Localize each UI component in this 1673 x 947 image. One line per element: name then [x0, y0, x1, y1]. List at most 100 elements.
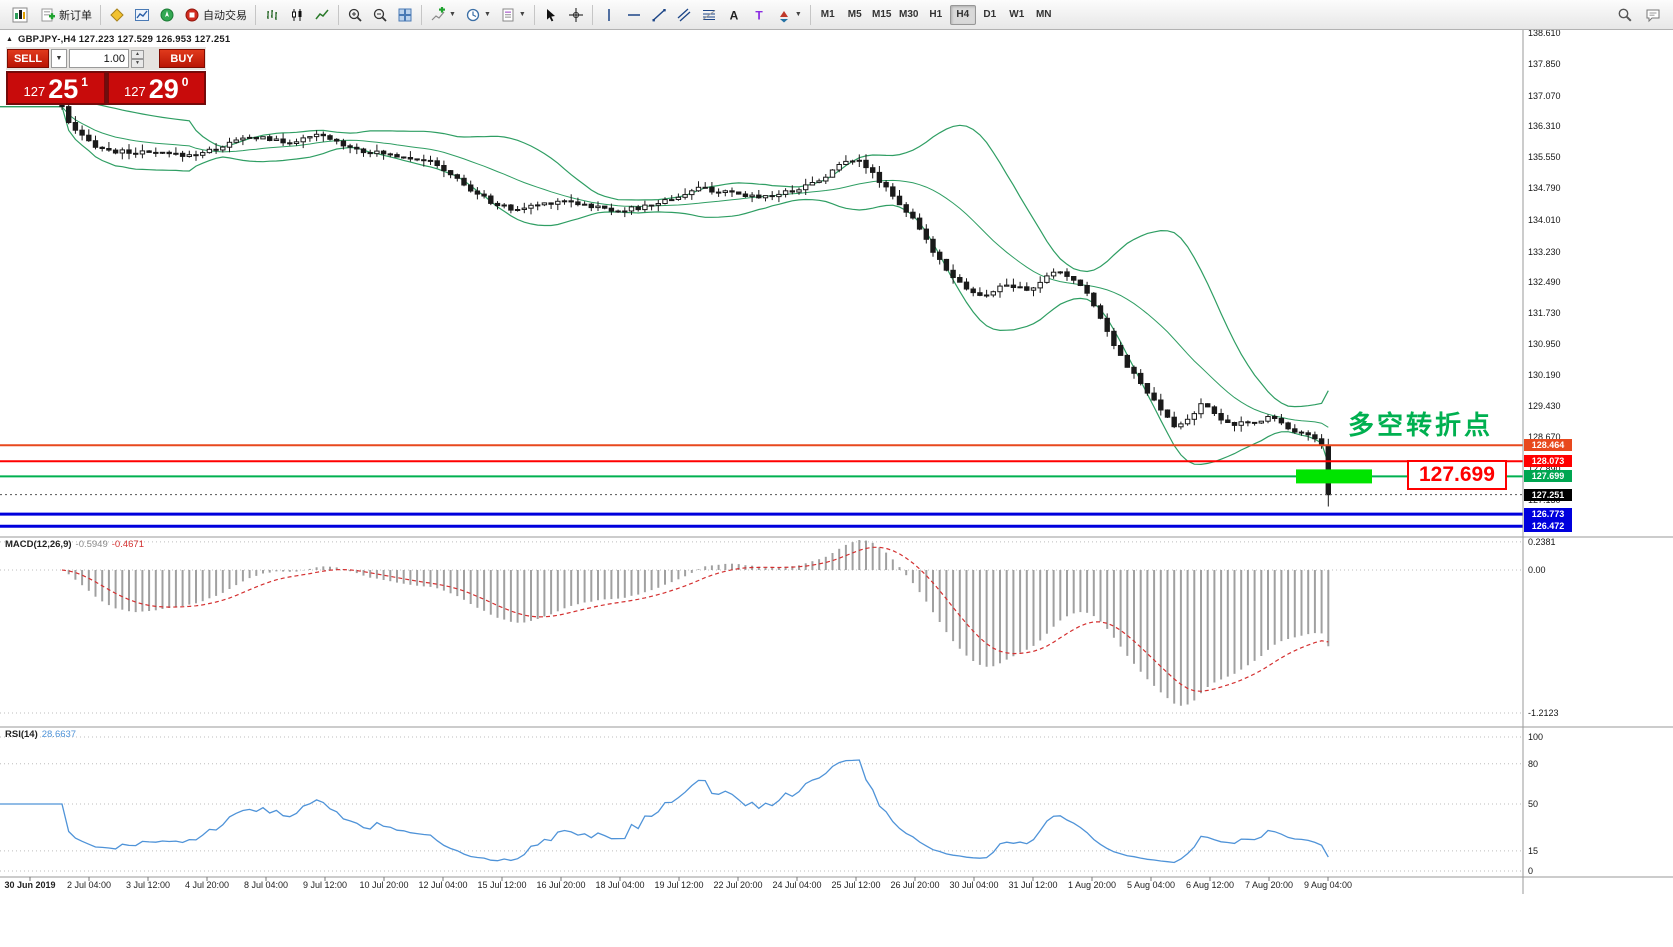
- templates-icon: [502, 8, 514, 21]
- crosshair-icon: [568, 7, 583, 22]
- price-scale-label: 129.430: [1528, 401, 1561, 412]
- date-label: 25 Jul 12:00: [831, 880, 881, 890]
- sell-button[interactable]: SELL: [7, 49, 49, 68]
- order-type-dropdown[interactable]: ▼: [51, 49, 67, 68]
- ask-price-box[interactable]: 127 29 0: [107, 72, 205, 104]
- price-scale-label: 132.490: [1528, 276, 1561, 287]
- price-tag-128.464: 128.464: [1524, 439, 1572, 452]
- macd-scale-label: 0.2381: [1528, 536, 1556, 547]
- price-scale-label: 131.730: [1528, 307, 1561, 318]
- market-watch-button[interactable]: [105, 4, 129, 26]
- rsi-scale-label: 15: [1528, 845, 1539, 856]
- zoom-out-button[interactable]: [368, 4, 392, 26]
- zoom-in-button[interactable]: [343, 4, 367, 26]
- timeframe-w1-button[interactable]: W1: [1004, 5, 1030, 25]
- date-label: 6 Aug 12:00: [1185, 880, 1235, 890]
- date-label: 26 Jul 20:00: [890, 880, 940, 890]
- svg-text:T: T: [755, 8, 763, 22]
- fibonacci-icon: [702, 9, 716, 20]
- price-scale-label: 128.670: [1528, 431, 1561, 442]
- macd-signal-line: [61, 546, 1329, 692]
- indicators-icon: [431, 6, 445, 20]
- autotrade-label: 自动交易: [203, 9, 247, 22]
- chart-window-button[interactable]: [130, 4, 154, 26]
- periods-button[interactable]: ▼: [461, 4, 495, 26]
- price-scale-label: 127.890: [1528, 463, 1561, 474]
- bid-pipette: 1: [81, 75, 88, 89]
- buy-button[interactable]: BUY: [159, 49, 205, 68]
- arrows-button[interactable]: ▼: [772, 4, 806, 26]
- indicators-button[interactable]: ▼: [426, 4, 460, 26]
- timeframe-h1-button[interactable]: H1: [923, 5, 949, 25]
- volume-input[interactable]: [69, 49, 129, 68]
- fibonacci-button[interactable]: [697, 4, 721, 26]
- new-order-icon: [41, 8, 55, 21]
- timeframe-m15-button[interactable]: M15: [869, 5, 895, 25]
- line-chart-button[interactable]: [310, 4, 334, 26]
- bars-chart-button[interactable]: [260, 4, 284, 26]
- volume-down-button[interactable]: ▼: [131, 58, 144, 68]
- new-order-button[interactable]: 新订单: [36, 4, 96, 26]
- trendline-icon: [652, 8, 666, 21]
- autotrade-button[interactable]: 自动交易: [180, 4, 251, 26]
- toolbar-separator: [591, 4, 593, 25]
- tile-windows-button[interactable]: [393, 4, 417, 26]
- price-tag-128.073: 128.073: [1524, 455, 1572, 468]
- rsi-scale-label: 80: [1528, 758, 1539, 769]
- macd-signal-value: -0.4671: [111, 539, 144, 550]
- price-tag-127.251: 127.251: [1524, 488, 1572, 501]
- date-label: 2 Jul 04:00: [66, 880, 112, 890]
- vertical-line-button[interactable]: [597, 4, 621, 26]
- price-scale-label: 130.190: [1528, 370, 1561, 381]
- rsi-scale-label: 0: [1528, 866, 1534, 876]
- cursor-button[interactable]: [539, 4, 563, 26]
- price-scale-label: 135.550: [1528, 152, 1561, 163]
- periods-icon: [466, 8, 480, 21]
- price-callout-label[interactable]: 127.699: [1407, 460, 1507, 490]
- bid-pips: 25: [48, 74, 79, 104]
- timeframe-d1-button[interactable]: D1: [977, 5, 1003, 25]
- feedback-icon: [1646, 9, 1660, 22]
- bid-price-box[interactable]: 127 25 1: [7, 72, 105, 104]
- date-label: 30 Jun 2019: [4, 880, 56, 890]
- channel-button[interactable]: [672, 4, 696, 26]
- volume-up-button[interactable]: ▲: [131, 49, 144, 59]
- trendline-button[interactable]: [647, 4, 671, 26]
- timeframe-m30-button[interactable]: M30: [896, 5, 922, 25]
- ohlc-close: 127.251: [194, 34, 231, 45]
- toolbar-separator: [338, 4, 339, 25]
- chevron-down-icon: ▼: [449, 11, 456, 18]
- turning-point-annotation[interactable]: 多空转折点: [1348, 410, 1494, 440]
- navigator-button[interactable]: [155, 4, 179, 26]
- autotrade-icon: [185, 8, 199, 21]
- price-scale-label: 137.850: [1528, 58, 1561, 69]
- timeframe-m1-button[interactable]: M1: [815, 5, 841, 25]
- channel-icon: [677, 8, 691, 21]
- zoom-out-icon: [373, 8, 387, 22]
- price-tag-126.773: 126.773: [1524, 508, 1572, 521]
- horizontal-line-button[interactable]: [622, 4, 646, 26]
- candlestick-chart-button[interactable]: [285, 4, 309, 26]
- label-button[interactable]: T: [747, 4, 771, 26]
- price-line-objects[interactable]: [0, 444, 1523, 528]
- green-rectangle-object[interactable]: [1296, 469, 1372, 484]
- arrows-icon: [779, 10, 788, 22]
- bid-ask-row: 127 25 1 127 29 0: [6, 71, 206, 105]
- text-button[interactable]: A: [722, 4, 746, 26]
- date-label: 30 Jul 04:00: [949, 880, 999, 890]
- feedback-button[interactable]: [1641, 4, 1665, 26]
- timeframe-mn-button[interactable]: MN: [1031, 5, 1057, 25]
- symbol-title: GBPJPY-,H4: [17, 34, 76, 45]
- search-button[interactable]: [1613, 4, 1637, 26]
- templates-button[interactable]: ▼: [496, 4, 530, 26]
- timeframe-m5-button[interactable]: M5: [842, 5, 868, 25]
- crosshair-button[interactable]: [564, 4, 588, 26]
- timeframe-toolbar: M1 M5 M15 M30 H1 H4 D1 W1 MN: [815, 4, 1057, 25]
- chevron-down-icon: ▼: [55, 55, 63, 62]
- date-label: 5 Aug 04:00: [1126, 880, 1176, 890]
- price-scale-label: 138.610: [1528, 28, 1561, 38]
- price-scale-label: 136.310: [1528, 121, 1561, 132]
- timeframe-h4-button[interactable]: H4: [949, 4, 976, 25]
